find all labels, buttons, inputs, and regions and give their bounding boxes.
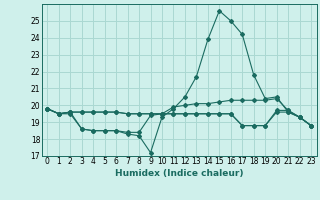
X-axis label: Humidex (Indice chaleur): Humidex (Indice chaleur) bbox=[115, 169, 244, 178]
